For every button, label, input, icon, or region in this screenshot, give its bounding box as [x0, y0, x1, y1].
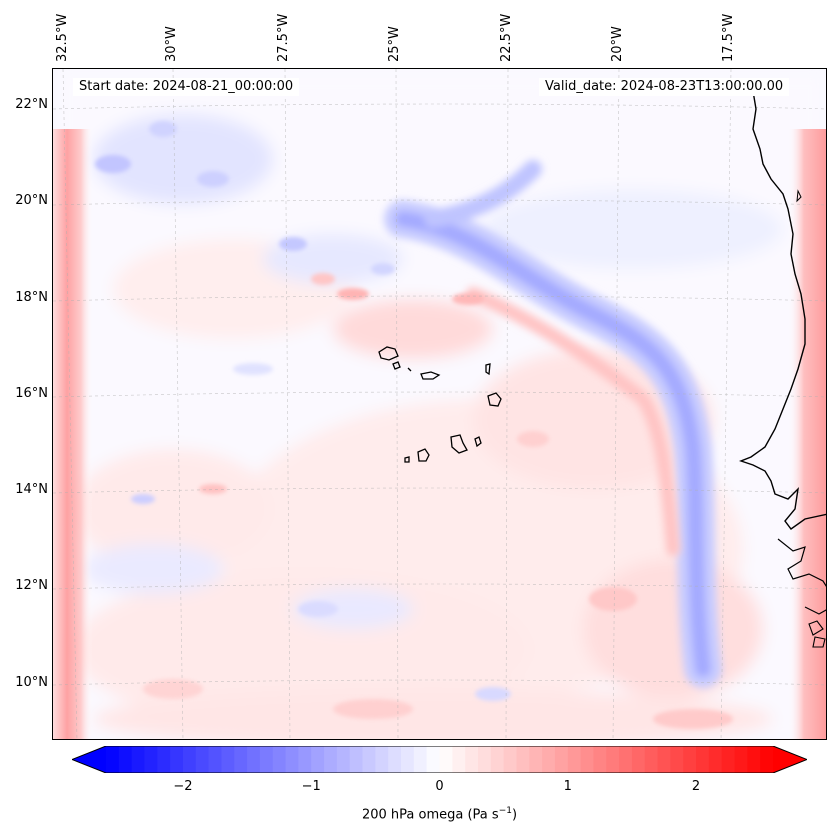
colorbar-cell [157, 746, 171, 773]
colorbar-cell [503, 746, 518, 773]
colorbar-cell [247, 746, 261, 773]
colorbar-cell [708, 746, 723, 773]
lat-label-22n: 22°N [15, 97, 48, 112]
colorbar-cells [106, 746, 774, 773]
coast-detail [796, 189, 802, 203]
colorbar-tick-label: 0 [435, 779, 444, 794]
colorbar-cell [657, 746, 671, 773]
colorbar-cell [477, 746, 492, 773]
colorbar-cell [721, 746, 736, 773]
colorbar-cell [182, 746, 197, 773]
map-panel [52, 68, 827, 740]
colorbar-cell [195, 746, 210, 773]
colorbar-cell [516, 746, 530, 773]
colorbar-cell [567, 746, 582, 773]
colorbar-max-extend-arrow [773, 746, 807, 773]
lon-label-30w: 30°W [164, 26, 179, 62]
lat-label-16n: 16°N [15, 386, 48, 401]
colorbar-units-exponent: −1 [498, 806, 512, 816]
colorbar-variable: 200 hPa omega [361, 807, 464, 823]
lat-label-18n: 18°N [15, 290, 48, 305]
colorbar-cell [131, 746, 146, 773]
colorbar-cell [542, 746, 556, 773]
lon-label-22.5w: 22.5°W [499, 13, 514, 62]
colorbar-cell [285, 746, 300, 773]
colorbar-cell [118, 746, 133, 773]
colorbar-cell [362, 746, 376, 773]
colorbar-cell [272, 746, 287, 773]
colorbar-cell [426, 746, 441, 773]
colorbar-cell [760, 746, 774, 773]
cape-verde-islands [378, 346, 502, 463]
colorbar-cell [696, 746, 710, 773]
colorbar-tick-label: −1 [301, 779, 321, 794]
colorbar-cell [413, 746, 428, 773]
bissagos-coast [777, 538, 826, 587]
colorbar-cell [452, 746, 466, 773]
colorbar-cell [208, 746, 223, 773]
colorbar-cell [144, 746, 158, 773]
colorbar-cell [631, 746, 646, 773]
colorbar-cell [336, 746, 351, 773]
colorbar-title: 200 hPa omega (Pa s−1) [361, 806, 518, 823]
small-features [95, 121, 733, 729]
lon-label-25w: 25°W [387, 26, 402, 62]
island-icon [808, 620, 824, 636]
gridlines [53, 69, 826, 739]
colorbar-cell [465, 746, 479, 773]
colorbar-cell [401, 746, 415, 773]
lat-label-10n: 10°N [15, 675, 48, 690]
red-band [466, 287, 680, 556]
africa-coastline [738, 90, 826, 530]
lat-label-14n: 14°N [15, 482, 48, 497]
right-edge-band [788, 129, 826, 739]
left-edge-band [53, 129, 93, 739]
colorbar-tick-label: −2 [173, 779, 193, 794]
colorbar-cell [554, 746, 569, 773]
lon-label-32.5w: 32.5°W [55, 13, 70, 62]
colorbar-cell [259, 746, 274, 773]
colorbar-tick-label: 1 [563, 779, 572, 794]
colorbar-cell [683, 746, 697, 773]
colorbar-units: Pa s [472, 807, 499, 823]
colorbar-cell [311, 746, 325, 773]
guinea-coast [804, 606, 826, 615]
blue-band [384, 160, 722, 688]
colorbar-cell [349, 746, 364, 773]
colorbar-cell [170, 746, 184, 773]
background-patches [53, 69, 826, 739]
colorbar-cell [490, 746, 505, 773]
lon-label-17.5w: 17.5°W [721, 13, 736, 62]
colorbar [72, 746, 807, 773]
omega-field [53, 69, 826, 739]
colorbar-cell [298, 746, 312, 773]
colorbar-cell [439, 746, 453, 773]
colorbar-cell [375, 746, 389, 773]
colorbar-cell [324, 746, 338, 773]
colorbar-cell [580, 746, 595, 773]
colorbar-cell [593, 746, 607, 773]
start-date-label: Start date: 2024-08-21_00:00:00 [73, 78, 300, 96]
colorbar-tick-label: 2 [691, 779, 701, 794]
colorbar-cell [106, 746, 120, 773]
lat-label-20n: 20°N [15, 193, 48, 208]
island-icon [812, 636, 826, 648]
colorbar-cell [388, 746, 402, 773]
valid-date-label: Valid_date: 2024-08-23T13:00:00.00 [539, 78, 790, 96]
colorbar-cell [221, 746, 235, 773]
lon-label-27.5w: 27.5°W [276, 13, 291, 62]
lon-label-20w: 20°W [610, 26, 625, 62]
colorbar-cell [529, 746, 543, 773]
lat-label-12n: 12°N [15, 578, 48, 593]
colorbar-cell [606, 746, 620, 773]
colorbar-cell [234, 746, 248, 773]
colorbar-cell [670, 746, 684, 773]
colorbar-min-extend-arrow [72, 746, 106, 773]
colorbar-cell [644, 746, 659, 773]
colorbar-cell [734, 746, 748, 773]
colorbar-cell [619, 746, 633, 773]
colorbar-cell [747, 746, 761, 773]
